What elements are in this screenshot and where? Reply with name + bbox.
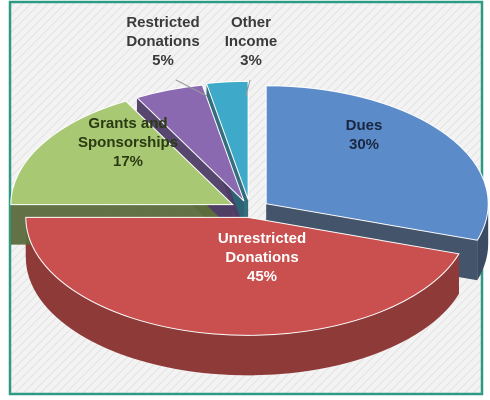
slice-name-label: Restricted <box>126 14 199 31</box>
slice-pct-label: 30% <box>349 136 379 153</box>
slice-side-1 <box>25 217 459 376</box>
slice-pct-label: 17% <box>113 153 143 170</box>
slice-1 <box>25 216 460 336</box>
leader-line-4 <box>245 79 251 97</box>
slice-3 <box>135 84 245 202</box>
slice-name-label: Donations <box>225 249 298 266</box>
slice-pct-label: 3% <box>240 52 262 69</box>
slice-labels: Dues 30% Unrestricted Donations 45% Grants an… <box>78 14 382 285</box>
slice-label-2: Grants and Sponsorships 17% <box>78 115 178 170</box>
pie-chart <box>10 80 489 376</box>
slice-label-3: Restricted Donations 5% <box>126 14 199 69</box>
slice-name-label: Sponsorships <box>78 134 178 151</box>
slice-name-label: Donations <box>126 33 199 50</box>
slice-4 <box>205 80 249 200</box>
slice-name-label: Dues <box>346 117 383 134</box>
slice-name-label: Unrestricted <box>218 230 306 247</box>
slice-label-1: Unrestricted Donations 45% <box>218 230 306 285</box>
leader-line-3 <box>175 79 208 97</box>
slice-0 <box>265 85 489 241</box>
slice-name-label: Income <box>225 33 278 50</box>
slice-name-label: Other <box>231 14 271 31</box>
slice-label-0: Dues 30% <box>346 117 383 153</box>
slice-pct-label: 45% <box>247 268 277 285</box>
slice-2 <box>10 100 235 206</box>
slice-pct-label: 5% <box>152 52 174 69</box>
slice-name-label: Grants and <box>88 115 167 132</box>
slice-label-4: Other Income 3% <box>225 14 278 69</box>
